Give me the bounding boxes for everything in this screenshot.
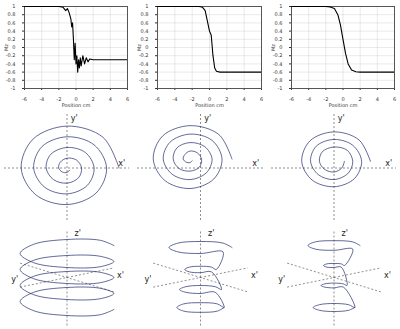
svg-text:z': z' [208, 229, 214, 238]
svg-text:-6: -6 [155, 96, 160, 102]
svg-text:2: 2 [92, 96, 95, 102]
svg-text:-0.2: -0.2 [273, 52, 283, 58]
svg-text:Position cm: Position cm [195, 102, 224, 108]
svg-text:-1: -1 [144, 85, 149, 91]
svg-text:0: 0 [279, 44, 282, 50]
svg-text:-0.8: -0.8 [139, 77, 149, 83]
svg-text:Position cm: Position cm [329, 102, 358, 108]
svg-text:0: 0 [341, 96, 345, 103]
svg-text:Mz: Mz [3, 44, 9, 51]
svg-text:1: 1 [12, 3, 15, 9]
svg-text:0: 0 [145, 44, 148, 50]
svg-text:-0.8: -0.8 [273, 77, 283, 83]
svg-text:0.4: 0.4 [275, 28, 283, 34]
svg-text:0: 0 [207, 96, 212, 103]
svg-text:0.4: 0.4 [141, 28, 149, 34]
svg-text:0.4: 0.4 [8, 28, 16, 34]
svg-text:1: 1 [279, 3, 282, 9]
svg-text:0.6: 0.6 [141, 20, 149, 26]
svg-text:0.6: 0.6 [8, 20, 16, 26]
svg-text:x': x' [385, 159, 392, 168]
svg-text:0: 0 [74, 96, 78, 103]
svg-text:-4: -4 [306, 96, 311, 102]
svg-text:-6: -6 [22, 96, 27, 102]
svg-text:-0.8: -0.8 [6, 77, 16, 83]
svg-text:y': y' [71, 114, 78, 123]
svg-text:2: 2 [359, 96, 362, 102]
svg-text:Mz: Mz [136, 44, 142, 51]
svg-text:-4: -4 [172, 96, 177, 102]
svg-text:x': x' [252, 159, 259, 168]
svg-text:2: 2 [225, 96, 228, 102]
svg-text:-6: -6 [289, 96, 294, 102]
svg-text:0.2: 0.2 [8, 36, 16, 42]
svg-text:-2: -2 [323, 96, 328, 102]
svg-text:6: 6 [126, 96, 129, 102]
svg-text:y': y' [11, 275, 18, 284]
svg-text:z': z' [342, 229, 348, 238]
svg-text:Position cm: Position cm [62, 102, 91, 108]
svg-text:-0.6: -0.6 [273, 69, 283, 75]
svg-text:y': y' [338, 114, 345, 123]
svg-text:-0.6: -0.6 [6, 69, 16, 75]
svg-text:4: 4 [243, 96, 246, 102]
svg-text:0.8: 0.8 [275, 11, 283, 17]
svg-text:0.2: 0.2 [275, 36, 283, 42]
svg-text:0.8: 0.8 [8, 11, 16, 17]
svg-text:Mz: Mz [270, 44, 276, 51]
svg-text:0.6: 0.6 [275, 20, 283, 26]
svg-text:0: 0 [12, 44, 15, 50]
svg-text:-0.2: -0.2 [6, 52, 16, 58]
svg-text:z': z' [75, 229, 81, 238]
svg-text:y': y' [204, 114, 211, 123]
svg-text:-0.4: -0.4 [6, 61, 16, 67]
svg-text:0.8: 0.8 [141, 11, 149, 17]
svg-text:1: 1 [145, 3, 148, 9]
svg-text:x': x' [384, 271, 391, 280]
svg-text:-0.2: -0.2 [139, 52, 149, 58]
svg-text:0.2: 0.2 [141, 36, 149, 42]
svg-text:-0.4: -0.4 [273, 61, 283, 67]
svg-text:-1: -1 [278, 85, 283, 91]
svg-text:y': y' [278, 275, 285, 284]
svg-text:x': x' [251, 271, 258, 280]
svg-text:4: 4 [376, 96, 379, 102]
svg-text:-2: -2 [190, 96, 195, 102]
svg-text:-1: -1 [11, 85, 16, 91]
svg-text:y': y' [144, 275, 151, 284]
svg-text:-0.6: -0.6 [139, 69, 149, 75]
svg-text:-0.4: -0.4 [139, 61, 149, 67]
svg-text:x': x' [117, 271, 124, 280]
svg-text:-4: -4 [39, 96, 44, 102]
svg-text:-2: -2 [56, 96, 61, 102]
svg-text:6: 6 [393, 96, 396, 102]
svg-text:6: 6 [260, 96, 263, 102]
svg-text:4: 4 [109, 96, 112, 102]
svg-text:x': x' [118, 159, 125, 168]
